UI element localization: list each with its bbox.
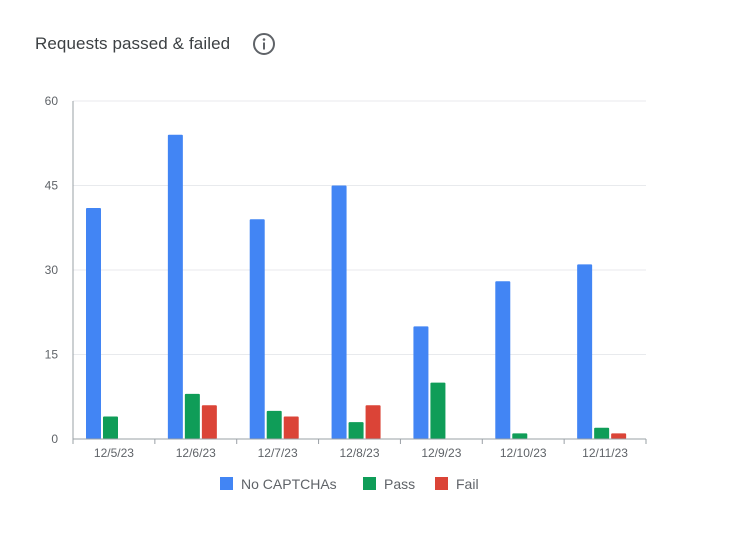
bar-no-captchas-12/7/23[interactable] bbox=[249, 219, 265, 439]
bar-no-captchas-12/11/23[interactable] bbox=[577, 264, 593, 439]
x-tick-label: 12/8/23 bbox=[339, 446, 379, 460]
info-icon[interactable] bbox=[252, 32, 276, 56]
bar-no-captchas-12/10/23[interactable] bbox=[495, 281, 511, 439]
bar-fail-12/11/23[interactable] bbox=[611, 433, 627, 439]
legend-label-no-captchas[interactable]: No CAPTCHAs bbox=[241, 476, 337, 492]
bar-pass-12/7/23[interactable] bbox=[266, 410, 282, 439]
bar-no-captchas-12/9/23[interactable] bbox=[413, 326, 429, 439]
x-tick-label: 12/11/23 bbox=[582, 446, 628, 460]
bar-fail-12/8/23[interactable] bbox=[365, 405, 381, 439]
y-tick-label: 60 bbox=[45, 94, 59, 108]
y-tick-label: 45 bbox=[45, 179, 59, 193]
chart-title: Requests passed & failed bbox=[35, 34, 231, 53]
bar-no-captchas-12/5/23[interactable] bbox=[86, 208, 101, 439]
y-tick-label: 30 bbox=[45, 263, 59, 277]
chart-card-header: Requests passed & failed bbox=[35, 30, 276, 58]
x-tick-label: 12/10/23 bbox=[500, 446, 547, 460]
bar-pass-12/10/23[interactable] bbox=[512, 433, 528, 439]
x-tick-label: 12/7/23 bbox=[258, 446, 298, 460]
legend-swatch-fail bbox=[435, 477, 448, 490]
legend-swatch-pass bbox=[363, 477, 376, 490]
bars bbox=[86, 134, 627, 440]
bar-no-captchas-12/6/23[interactable] bbox=[167, 134, 183, 440]
bar-pass-12/5/23[interactable] bbox=[103, 416, 118, 439]
bar-pass-12/8/23[interactable] bbox=[348, 422, 364, 439]
bar-pass-12/9/23[interactable] bbox=[430, 382, 446, 439]
bar-fail-12/7/23[interactable] bbox=[283, 416, 299, 439]
bar-no-captchas-12/8/23[interactable] bbox=[331, 185, 347, 440]
x-tick-label: 12/5/23 bbox=[94, 446, 134, 460]
legend: No CAPTCHAs Pass Fail bbox=[220, 476, 479, 492]
grid-lines bbox=[73, 100, 646, 355]
x-tick-label: 12/6/23 bbox=[176, 446, 216, 460]
x-tick-label: 12/9/23 bbox=[421, 446, 461, 460]
bar-pass-12/6/23[interactable] bbox=[184, 393, 200, 439]
legend-label-fail[interactable]: Fail bbox=[456, 476, 479, 492]
legend-label-pass[interactable]: Pass bbox=[384, 476, 415, 492]
y-tick-label: 15 bbox=[45, 348, 59, 362]
legend-swatch-no-captchas bbox=[220, 477, 233, 490]
axes: 0 15 30 45 60 12/5/23 12/6/23 12/7/23 12/8/23 12/… bbox=[45, 94, 647, 460]
bar-pass-12/11/23[interactable] bbox=[594, 427, 610, 439]
bar-fail-12/6/23[interactable] bbox=[201, 405, 217, 439]
y-tick-label: 0 bbox=[51, 432, 58, 446]
